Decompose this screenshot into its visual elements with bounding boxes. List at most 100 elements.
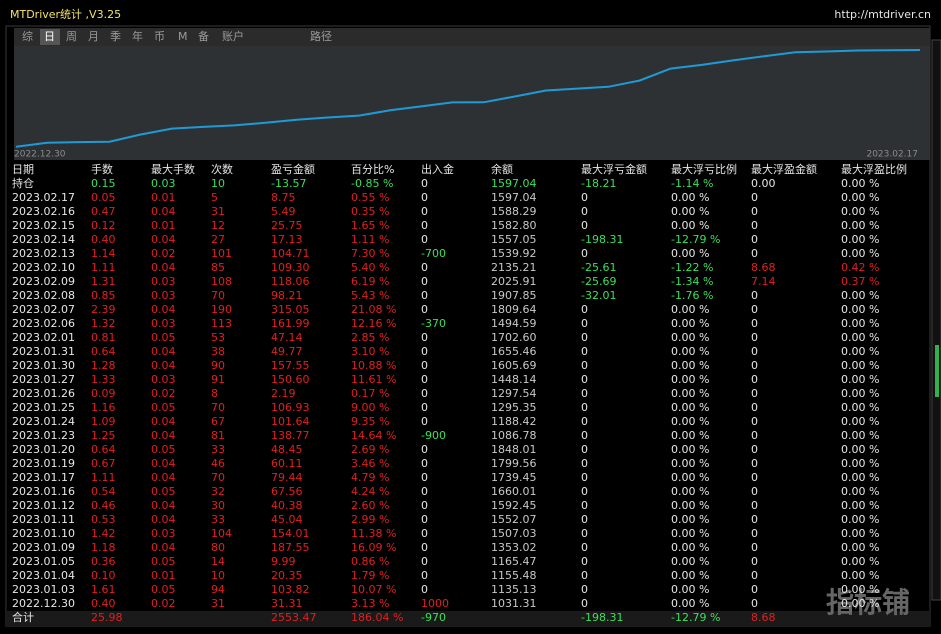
- cell: 2.60 %: [351, 499, 389, 512]
- cell: -25.69: [581, 275, 616, 288]
- cell: 0.05: [91, 191, 116, 204]
- column-header: 最大浮亏金额: [581, 162, 647, 176]
- cell: 0.00 %: [671, 303, 709, 316]
- cell: 33: [211, 513, 225, 526]
- cell: 0.01: [151, 569, 176, 582]
- cell: 2.19: [271, 387, 296, 400]
- column-header: 余额: [491, 162, 513, 176]
- row-label: 2023.02.10: [12, 261, 75, 274]
- cell: 0: [581, 359, 588, 372]
- cell: 0.04: [151, 261, 176, 274]
- cell: 0: [751, 597, 758, 610]
- row-label: 2023.01.20: [12, 443, 75, 456]
- tab[interactable]: 周: [66, 30, 77, 43]
- cell: 0.00 %: [841, 471, 879, 484]
- cell: -1.22 %: [671, 261, 713, 274]
- cell: 1.65 %: [351, 219, 389, 232]
- cell: 6.19 %: [351, 275, 389, 288]
- cell: 70: [211, 401, 225, 414]
- tab[interactable]: 季: [110, 30, 121, 43]
- cell: 1494.59: [491, 317, 537, 330]
- cell: -900: [421, 429, 446, 442]
- cell: 0.00 %: [671, 513, 709, 526]
- tab[interactable]: 币: [154, 30, 165, 43]
- cell: 8.68: [751, 611, 776, 624]
- cell: 0.15: [91, 177, 116, 190]
- cell: 0.00 %: [841, 429, 879, 442]
- cell: 1.61: [91, 583, 116, 596]
- cell: 1507.03: [491, 527, 537, 540]
- equity-line: [15, 49, 921, 148]
- cell: 0.04: [151, 205, 176, 218]
- cell: 0: [751, 541, 758, 554]
- tab[interactable]: 月: [88, 30, 99, 43]
- cell: 1557.05: [491, 233, 537, 246]
- cell: 101.64: [271, 415, 310, 428]
- cell: 1907.85: [491, 289, 537, 302]
- cell: 1660.01: [491, 485, 537, 498]
- cell: 1.31: [91, 275, 116, 288]
- tab[interactable]: 年: [132, 29, 143, 43]
- cell: 31: [211, 597, 225, 610]
- cell: 14.64 %: [351, 429, 396, 442]
- cell: 0.00 %: [841, 205, 879, 218]
- cell: -970: [421, 611, 446, 624]
- cell: 12: [211, 219, 225, 232]
- cell: 1848.01: [491, 443, 537, 456]
- cell: 0.00 %: [841, 401, 879, 414]
- cell: 0: [421, 415, 428, 428]
- cell: -1.76 %: [671, 289, 713, 302]
- cell: 30: [211, 499, 225, 512]
- cell: 0: [751, 513, 758, 526]
- cell: 0.00 %: [671, 499, 709, 512]
- cell: 0.00 %: [671, 317, 709, 330]
- cell: 0: [581, 597, 588, 610]
- cell: 0.00 %: [671, 205, 709, 218]
- cell: 5.40 %: [351, 261, 389, 274]
- cell: 0: [421, 177, 428, 190]
- cell: 67: [211, 415, 225, 428]
- row-label: 2023.02.09: [12, 275, 75, 288]
- row-label: 合计: [12, 610, 34, 624]
- cell: 0: [421, 373, 428, 386]
- cell: 0: [421, 401, 428, 414]
- cell: 0: [581, 499, 588, 512]
- tab[interactable]: M: [178, 30, 188, 43]
- row-label: 2023.01.03: [12, 583, 75, 596]
- cell: 0.17 %: [351, 387, 389, 400]
- row-label: 2022.12.30: [12, 597, 75, 610]
- cell: 70: [211, 289, 225, 302]
- tab[interactable]: 账户: [222, 29, 244, 43]
- cell: 0: [421, 289, 428, 302]
- tab[interactable]: 日: [44, 30, 55, 43]
- cell: -12.79 %: [671, 611, 720, 624]
- cell: 4.79 %: [351, 471, 389, 484]
- cell: 0.00 %: [841, 387, 879, 400]
- cell: 1597.04: [491, 177, 537, 190]
- cell: 0: [581, 457, 588, 470]
- cell: 9.99: [271, 555, 296, 568]
- cell: 8.68: [751, 261, 776, 274]
- row-label: 2023.02.08: [12, 289, 75, 302]
- cell: 0.00 %: [841, 513, 879, 526]
- cell: 0: [581, 513, 588, 526]
- tab[interactable]: 路径: [310, 30, 332, 43]
- cell: 106.93: [271, 401, 310, 414]
- cell: 3.10 %: [351, 345, 389, 358]
- cell: 7.14: [751, 275, 776, 288]
- cell: 0.55 %: [351, 191, 389, 204]
- cell: 0: [581, 415, 588, 428]
- cell: 27: [211, 233, 225, 246]
- cell: 0.10: [91, 569, 116, 582]
- cell: 0: [581, 541, 588, 554]
- cell: 0.12: [91, 219, 116, 232]
- cell: 1588.29: [491, 205, 537, 218]
- cell: 0.03: [151, 527, 176, 540]
- cell: 104.71: [271, 247, 310, 260]
- cell: 12.16 %: [351, 317, 396, 330]
- cell: 0.00 %: [841, 331, 879, 344]
- tab[interactable]: 备: [198, 29, 209, 43]
- tab[interactable]: 综: [22, 29, 33, 43]
- cell: 0.00 %: [671, 345, 709, 358]
- row-label: 持仓: [12, 176, 34, 190]
